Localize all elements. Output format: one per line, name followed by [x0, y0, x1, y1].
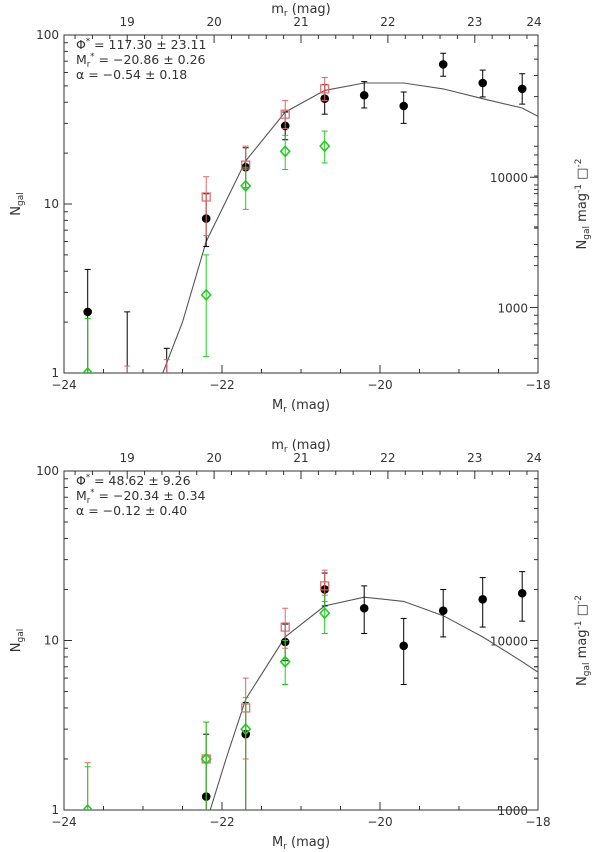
data-point-square [320, 581, 330, 591]
x-tick-label: −18 [525, 815, 550, 829]
top-tick-label: 20 [206, 451, 221, 465]
data-point-diamond [82, 366, 94, 373]
data-point-circle [399, 641, 409, 651]
data-point-circle [438, 606, 448, 615]
plot-area [82, 52, 538, 373]
fit-parameter: Mr* = −20.86 ± 0.26 [76, 52, 206, 70]
data-point-circle [517, 84, 527, 94]
data-point-square [320, 84, 330, 94]
top-axis-label: mr (mag) [271, 2, 331, 19]
data-point-circle [478, 595, 488, 604]
fit-parameter: α = −0.12 ± 0.40 [76, 503, 187, 518]
data-point-circle [83, 307, 92, 317]
top-tick-label: 22 [380, 451, 395, 465]
right-tick-label: 1000 [497, 804, 528, 818]
x-tick-label: −22 [209, 815, 234, 829]
data-point-diamond [240, 722, 252, 736]
data-point-diamond [279, 145, 291, 158]
x-tick-label: −18 [525, 378, 550, 392]
plot-area [82, 569, 538, 810]
data-point-square [280, 622, 290, 632]
y-tick-label: 10 [44, 634, 59, 648]
x-tick-label: −20 [367, 815, 392, 829]
fit-parameter: α = −0.54 ± 0.18 [76, 67, 187, 82]
data-point-circle [399, 101, 409, 111]
top-tick-label: 19 [120, 15, 135, 29]
x-axis-label: Mr (mag) [272, 398, 330, 415]
right-tick-label: 10000 [490, 171, 528, 185]
data-point-circle [359, 603, 369, 613]
top-tick-label: 21 [293, 15, 308, 29]
top-tick-label: 24 [526, 15, 541, 29]
y-tick-label: 100 [36, 464, 59, 478]
fit-parameter: Mr* = −20.34 ± 0.34 [76, 488, 206, 506]
right-axis-label: Ngal mag-1 □-2 [574, 595, 592, 686]
right-tick-label: 10000 [490, 635, 528, 649]
data-point-diamond [319, 139, 331, 153]
data-point-circle [478, 78, 488, 88]
top-tick-label: 23 [467, 15, 482, 29]
top-tick-label: 24 [526, 451, 541, 465]
data-point-diamond [240, 179, 252, 193]
fit-parameter: Φ* = 48.62 ± 9.26 [76, 473, 191, 488]
x-tick-label: −22 [209, 378, 234, 392]
x-axis-label: Mr (mag) [272, 835, 330, 852]
right-tick-label: 1000 [497, 302, 528, 316]
data-point-circle [438, 60, 448, 69]
top-tick-label: 19 [120, 451, 135, 465]
y-tick-label: 1 [51, 366, 59, 380]
series-diamond [82, 594, 331, 810]
y-tick-label: 10 [44, 197, 59, 211]
schechter-fit-curve [162, 82, 538, 373]
data-point-circle [359, 90, 369, 100]
y-axis-label: Ngal [9, 192, 26, 215]
data-point-diamond [200, 288, 212, 302]
schechter-fit-curve [209, 596, 538, 810]
series-diamond [82, 130, 331, 373]
right-axis-label: Ngal mag-1 □-2 [574, 159, 592, 250]
y-tick-label: 100 [36, 28, 59, 42]
top-tick-label: 23 [467, 451, 482, 465]
data-point-diamond [82, 803, 94, 810]
top-tick-label: 22 [380, 15, 395, 29]
series-square [124, 77, 330, 373]
data-point-diamond [279, 655, 291, 668]
x-tick-label: −20 [367, 378, 392, 392]
top-tick-label: 21 [293, 451, 308, 465]
panel-bottom: −24 −22 −20 −18 19 20 21 22 23 24 1 10 100 1000 10000 M… [9, 438, 592, 852]
data-point-square [201, 192, 211, 202]
y-tick-label: 1 [51, 803, 59, 817]
y-axis-label: Ngal [9, 629, 26, 652]
plot-frame [63, 34, 539, 374]
plot-frame [63, 470, 539, 811]
x-tick-label: −24 [51, 378, 76, 392]
data-point-circle [517, 588, 527, 598]
x-tick-label: −24 [51, 815, 76, 829]
top-tick-label: 20 [206, 15, 221, 29]
series-square [84, 569, 330, 810]
data-point-diamond [200, 752, 212, 766]
fit-parameter: Φ* = 117.30 ± 23.11 [76, 37, 206, 52]
top-axis-label: mr (mag) [271, 438, 331, 455]
data-point-square [280, 109, 290, 119]
data-point-diamond [319, 606, 331, 620]
panel-top: −24 −22 −20 −18 19 20 21 22 23 24 1 10 100 1000 10000 M… [9, 2, 592, 415]
